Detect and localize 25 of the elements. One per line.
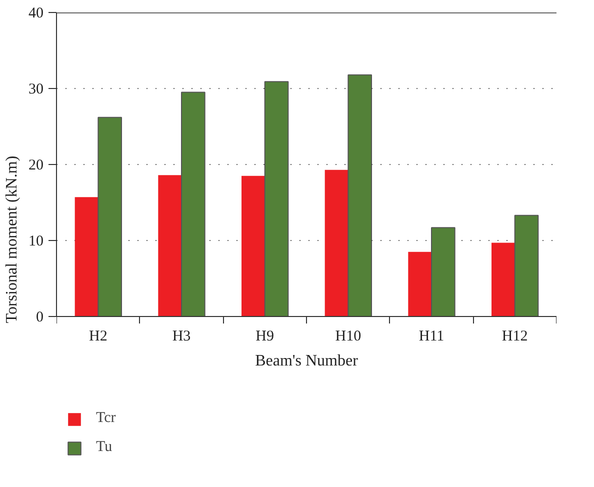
x-tick-label: H9 <box>256 328 274 344</box>
legend-label: Tu <box>96 439 114 456</box>
x-axis-title: Beam's Number <box>255 352 359 370</box>
bar <box>181 92 206 317</box>
bar <box>324 170 348 316</box>
bar <box>242 176 265 316</box>
y-axis-title: Torsional moment (kN.m) <box>4 156 20 324</box>
bar <box>74 197 98 316</box>
y-tick-label: 30 <box>28 82 44 98</box>
y-tick-label: 20 <box>28 158 44 174</box>
x-tick-label: H3 <box>172 328 191 344</box>
bar <box>98 116 122 317</box>
x-tick-label: H11 <box>418 328 444 344</box>
x-tick-label: H10 <box>335 328 362 344</box>
bar <box>408 252 432 316</box>
bar <box>431 227 456 317</box>
legend-label: Tcr <box>96 410 116 427</box>
x-tick-label: H12 <box>502 328 528 344</box>
bar <box>492 242 515 316</box>
bar <box>158 175 182 316</box>
y-tick-label: 40 <box>28 6 44 22</box>
y-tick-label: 10 <box>28 234 44 250</box>
bar <box>514 214 539 317</box>
y-tick-label: 0 <box>36 310 44 326</box>
x-tick-label: H2 <box>89 328 108 344</box>
